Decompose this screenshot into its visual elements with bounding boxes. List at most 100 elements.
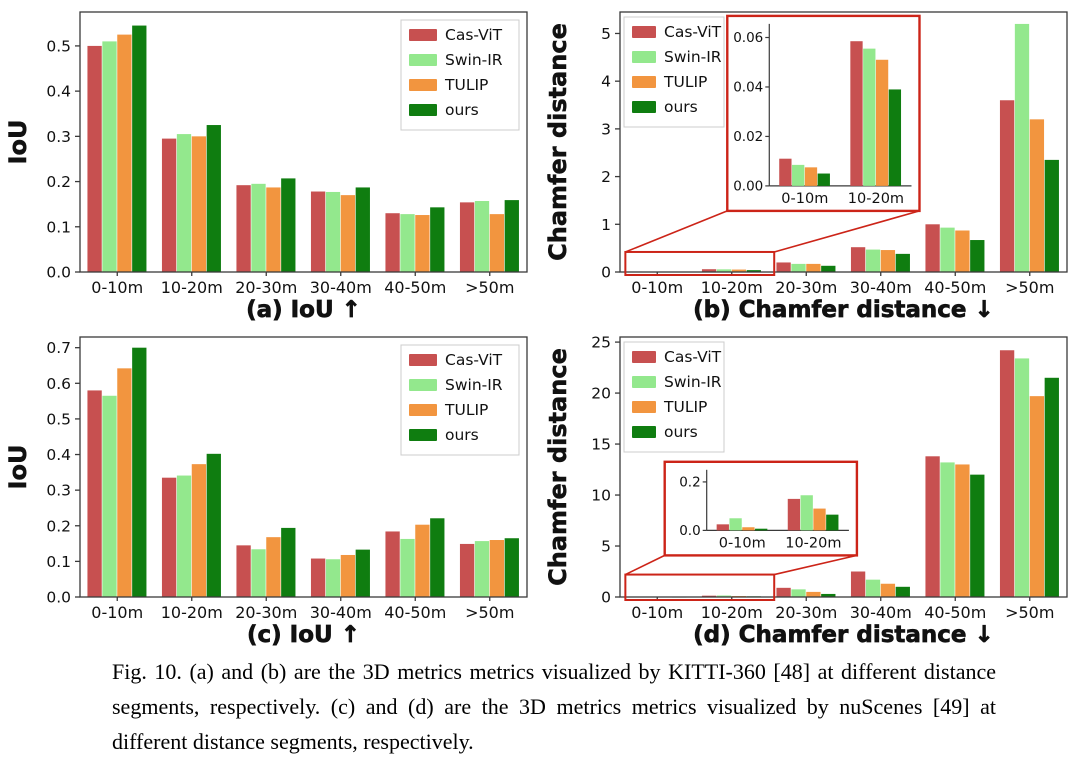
bar-b-Cas-ViT->50m bbox=[999, 100, 1015, 272]
x-tick-label: 0-10m bbox=[91, 278, 143, 297]
plot-border bbox=[619, 336, 1068, 598]
inset-y-tick-label: 0.04 bbox=[733, 79, 763, 95]
bar-a-ours-30-40m bbox=[355, 187, 370, 272]
x-axis-c: 0-10m 10-20m 20-30m 30-40m 40-50m >50m bbox=[91, 597, 514, 622]
bar-c-ours-0-10m bbox=[132, 347, 147, 597]
bar-d-ours-40-50m bbox=[970, 474, 985, 597]
x-tick-label: >50m bbox=[1005, 278, 1054, 297]
bar-a-ours->50m bbox=[504, 200, 519, 272]
inset-bar-ours-10-20m bbox=[826, 514, 839, 531]
bar-d-TULIP->50m bbox=[1029, 396, 1045, 597]
x-tick-label: >50m bbox=[1005, 603, 1054, 622]
legend-label-TULIP: TULIP bbox=[663, 398, 707, 416]
legend-swatch-Swin-IR bbox=[409, 54, 437, 66]
y-axis-d: 0 5 10 15 20 25 bbox=[591, 334, 620, 607]
inset-x-tick-label: 0-10m bbox=[781, 191, 828, 207]
y-axis-a: 0.0 0.1 0.2 0.3 0.4 0.5 bbox=[46, 37, 80, 282]
bar-c-Cas-ViT-0-10m bbox=[87, 390, 102, 597]
y-tick-label: 0.6 bbox=[46, 375, 71, 393]
bar-a-ours-10-20m bbox=[206, 125, 221, 272]
bar-b-ours->50m bbox=[1044, 159, 1059, 272]
zoom-source-rect bbox=[624, 573, 776, 602]
bar-c-TULIP-0-10m bbox=[117, 368, 132, 597]
legend-swatch-TULIP bbox=[632, 401, 656, 413]
inset-b: 0.00 0.02 0.04 0.06 0-10m 10-20m bbox=[624, 14, 921, 276]
x-tick-label: 20-30m bbox=[235, 278, 297, 297]
bar-a-Swin-IR->50m bbox=[474, 201, 490, 272]
x-tick-label: 10-20m bbox=[161, 603, 223, 622]
y-axis-title-d: Chamfer distance bbox=[544, 348, 572, 586]
bar-d-ours->50m bbox=[1044, 377, 1059, 597]
legend-swatch-TULIP bbox=[409, 404, 437, 416]
bar-b-ours-10-20m bbox=[746, 270, 761, 272]
plot-d: 0 5 10 15 20 25 0-10m 10-20m 20-30m 30-40m 40-50m >… bbox=[544, 334, 1068, 648]
bar-b-Swin-IR-30-40m bbox=[865, 249, 881, 272]
legend-swatch-Swin-IR bbox=[632, 51, 656, 63]
bar-c-TULIP-40-50m bbox=[415, 524, 430, 597]
chart-a-iou-kitti360: 0.0 0.1 0.2 0.3 0.4 0.5 0-10m 10-20m 20-30m 30-40… bbox=[4, 11, 528, 323]
inset-x-tick-label: 10-20m bbox=[848, 191, 904, 207]
plot-border bbox=[79, 11, 528, 273]
y-tick-label: 0.2 bbox=[46, 173, 71, 191]
bar-d-Cas-ViT-40-50m bbox=[925, 456, 940, 597]
legend-label-Swin-IR: Swin-IR bbox=[664, 373, 722, 391]
legend-label-ours: ours bbox=[445, 426, 479, 444]
inset-bar-Swin-IR-10-20m bbox=[863, 48, 876, 186]
bar-b-ours-20-30m bbox=[821, 265, 836, 272]
inset-bar-TULIP-0-10m bbox=[742, 527, 755, 531]
bar-c-ours-10-20m bbox=[206, 453, 221, 597]
y-tick-label: 0.4 bbox=[46, 83, 71, 101]
bar-d-Cas-ViT->50m bbox=[999, 350, 1015, 597]
plot-border bbox=[79, 336, 528, 598]
legend-label-TULIP: TULIP bbox=[444, 401, 488, 419]
x-tick-label: 40-50m bbox=[924, 278, 986, 297]
inset-bar-Swin-IR-0-10m bbox=[792, 164, 805, 186]
panel-title-d: (d) Chamfer distance ↓ bbox=[693, 622, 994, 648]
legend-label-Cas-ViT: Cas-ViT bbox=[664, 23, 722, 41]
inset-y-tick-label: 0.06 bbox=[733, 30, 763, 46]
y-tick-label: 0.3 bbox=[46, 482, 71, 500]
inset-bar-Swin-IR-0-10m bbox=[729, 518, 742, 531]
bar-a-Cas-ViT-0-10m bbox=[87, 45, 102, 273]
y-axis-title-a: IoU bbox=[4, 120, 32, 165]
x-axis-a: 0-10m 10-20m 20-30m 30-40m 40-50m >50m bbox=[91, 272, 514, 297]
legend-c: Cas-ViT Swin-IR TULIP ours bbox=[400, 344, 520, 456]
y-axis-title-c: IoU bbox=[4, 445, 32, 490]
y-axis-b: 0 1 2 3 4 5 bbox=[601, 25, 620, 282]
x-tick-label: 10-20m bbox=[161, 278, 223, 297]
bar-b-Cas-ViT-40-50m bbox=[925, 224, 940, 272]
bar-b-TULIP-30-40m bbox=[880, 250, 896, 272]
legend-label-TULIP: TULIP bbox=[444, 76, 488, 94]
y-tick-label: 0.0 bbox=[46, 264, 71, 282]
inset-bar-Cas-ViT-10-20m bbox=[850, 41, 863, 186]
bar-a-Swin-IR-20-30m bbox=[251, 183, 266, 272]
bar-a-Cas-ViT-10-20m bbox=[161, 138, 177, 272]
legend-swatch-ours bbox=[409, 104, 437, 116]
legend-swatch-Cas-ViT bbox=[409, 354, 437, 366]
x-tick-label: 0-10m bbox=[631, 278, 683, 297]
x-tick-label: 30-40m bbox=[310, 278, 372, 297]
x-tick-label: 10-20m bbox=[701, 603, 763, 622]
inset-bar-Cas-ViT-10-20m bbox=[787, 498, 801, 531]
x-tick-label: 30-40m bbox=[850, 278, 912, 297]
bar-b-Cas-ViT-20-30m bbox=[776, 262, 791, 272]
legend-swatch-Cas-ViT bbox=[409, 29, 437, 41]
bar-c-Swin-IR-40-50m bbox=[400, 538, 415, 597]
bar-c-Cas-ViT-40-50m bbox=[385, 531, 400, 597]
legend-swatch-ours bbox=[632, 426, 656, 438]
bar-d-Swin-IR-30-40m bbox=[865, 579, 881, 597]
zoom-connector-right bbox=[774, 554, 858, 576]
bar-c-TULIP-30-40m bbox=[340, 554, 356, 597]
legend-label-Cas-ViT: Cas-ViT bbox=[445, 351, 503, 369]
plot-border bbox=[619, 11, 1068, 273]
legend-label-TULIP: TULIP bbox=[663, 73, 707, 91]
legend-label-ours: ours bbox=[664, 98, 698, 116]
bar-b-TULIP->50m bbox=[1029, 119, 1045, 272]
y-tick-label: 0.1 bbox=[46, 553, 71, 571]
inset-y-tick-label: 0.2 bbox=[679, 474, 700, 490]
y-tick-label: 0.5 bbox=[46, 410, 71, 428]
legend-swatch-Swin-IR bbox=[632, 376, 656, 388]
figure-caption: Fig. 10. (a) and (b) are the 3D metrics … bbox=[112, 659, 996, 754]
bar-c-ours-30-40m bbox=[355, 549, 370, 597]
bar-a-TULIP-40-50m bbox=[415, 215, 430, 272]
